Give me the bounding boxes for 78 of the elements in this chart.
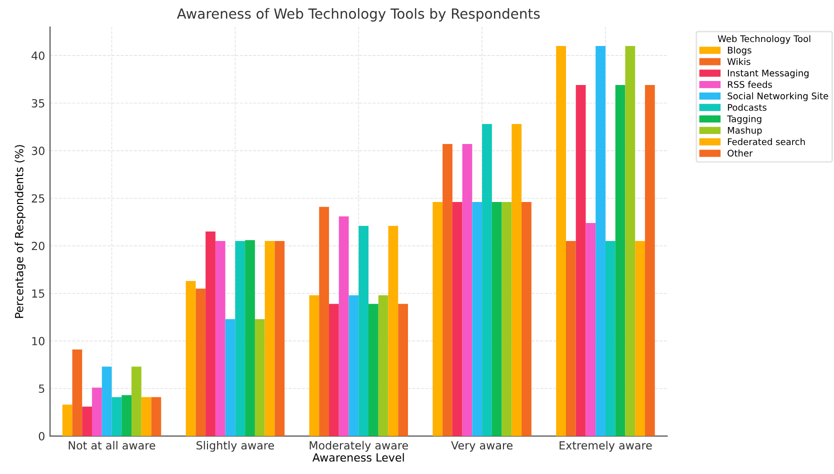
bar [235,241,246,436]
bar [186,281,196,436]
bar [196,288,206,436]
bar [644,85,655,436]
legend-label: Instant Messaging [728,69,809,78]
bar [141,397,152,436]
bar [102,366,112,436]
bar [274,241,285,436]
bar [596,46,606,436]
bar [482,124,492,436]
bar [378,295,388,436]
bar [635,241,645,436]
bar [254,319,265,436]
bar [112,397,122,436]
x-tick-label: Extremely aware [560,440,652,452]
bar [338,216,349,436]
bar [348,295,359,436]
legend-label: Social Networking Site [728,92,828,102]
bar [264,241,275,436]
bar [319,206,329,436]
bar [151,397,162,436]
legend-label: Other [728,150,753,157]
bar [472,202,482,436]
bar [132,366,142,436]
bar [522,202,532,436]
bar [586,222,596,436]
bar [605,241,616,436]
bar [388,226,398,436]
bar [512,124,522,436]
bar [576,85,586,436]
bar [82,406,92,436]
x-axis-title: Awareness Level [312,453,404,462]
chart-title: Awareness of Web Technology Tools by Respondents [176,8,540,22]
legend-label: Mashup [728,126,762,136]
legend-label: Tagging [727,115,762,124]
x-tick-label: Not at all aware [68,440,156,450]
bar [492,202,502,436]
bar [556,46,566,436]
x-tick-label: Slightly aware [196,440,274,452]
legend-title: Web Technology Tool [718,35,810,44]
bar [358,226,368,436]
legend-label: Podcasts [728,104,766,111]
bar [309,295,320,436]
legend-label: Wikis [727,58,750,66]
y-axis-title: Percentage of Respondents (%) [14,145,26,318]
bar [432,202,443,436]
y-tick-label: 5 [38,384,44,393]
bar [442,144,452,436]
legend-label: Federated search [728,138,805,146]
bar [398,304,408,436]
bar [615,85,626,436]
y-tick-label: 15 [32,290,44,298]
bar [72,350,82,436]
bar [62,404,72,436]
bar [625,46,636,436]
bar [462,144,472,436]
bar [328,304,339,436]
y-tick-label: 0 [38,432,44,440]
bar [122,395,132,436]
bar [368,304,378,436]
y-tick-label: 10 [32,336,44,346]
bar [206,232,216,436]
legend-label: RSS feeds [728,80,772,88]
y-tick-label: 40 [32,52,44,60]
x-tick-label: Very aware [451,441,513,452]
bar [215,241,226,436]
x-tick-label: Moderately aware [310,440,408,452]
y-tick-label: 25 [32,194,44,203]
bar [502,202,512,436]
y-tick-label: 35 [32,99,44,108]
bar [566,241,576,436]
y-tick-label: 30 [32,146,44,156]
bar [245,240,255,436]
bar [452,202,462,436]
bar [92,388,102,436]
bar [225,319,236,436]
y-tick-label: 20 [32,242,44,250]
legend-label: Blogs [728,46,752,56]
